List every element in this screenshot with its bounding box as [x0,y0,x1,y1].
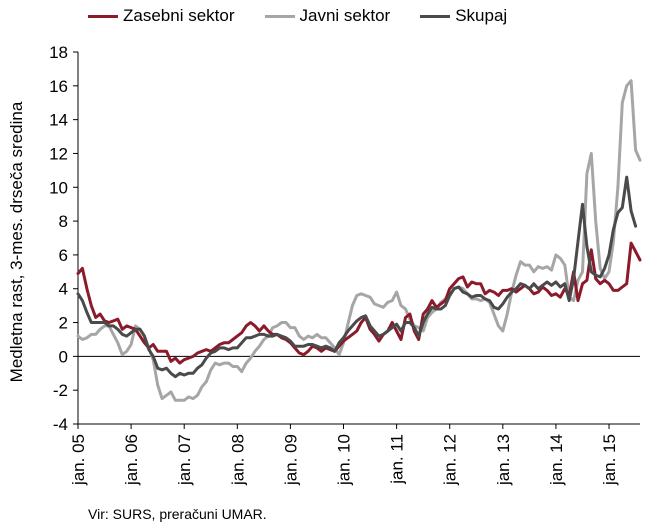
chart-axes [73,51,640,429]
y-axis-label: Medletna rast, 3-mes. drseča sredina [7,101,26,382]
legend-swatch [88,14,118,18]
x-tick-label: jan. 06 [122,434,141,486]
series-line-skupaj [76,175,638,379]
y-tick-label: 6 [59,246,68,265]
y-tick-label: 2 [59,314,68,333]
legend-label: Skupaj [455,6,508,25]
x-tick-label: jan. 08 [228,434,247,486]
x-tick-label: jan. 10 [335,434,354,486]
x-tick-label: jan. 14 [547,434,566,486]
y-tick-label: -4 [53,415,68,434]
legend-label: Javni sektor [299,6,391,25]
legend-item: Javni sektor [264,6,391,26]
y-tick-label: 18 [49,43,68,62]
y-tick-label: -2 [53,381,68,400]
series-line-zasebni-sektor [76,241,642,365]
series-line-javni-sektor [76,79,642,402]
legend-item: Skupaj [420,6,507,26]
y-tick-label: 4 [59,280,68,299]
x-tick-label: jan. 05 [69,434,88,486]
legend-item: Zasebni sektor [88,6,235,26]
source-note: Vir: SURS, preračuni UMAR. [88,506,267,522]
x-tick-label: jan. 15 [600,434,619,486]
chart-legend: Zasebni sektor Javni sektor Skupaj [88,6,507,26]
y-tick-label: 16 [49,77,68,96]
x-tick-label: jan. 13 [494,434,513,486]
legend-swatch [264,14,295,18]
x-tick-label: jan. 12 [441,434,460,486]
legend-swatch [420,14,451,18]
x-tick-label: jan. 09 [281,434,300,486]
y-tick-label: 8 [59,212,68,231]
y-tick-label: 10 [49,178,68,197]
y-tick-label: 0 [59,347,68,366]
y-tick-labels: -4 -2 0 2 4 6 8 10 12 14 16 18 [49,43,68,434]
legend-label: Zasebni sektor [123,6,235,25]
x-tick-label: jan. 07 [175,434,194,486]
x-tick-label: jan. 11 [388,434,407,485]
y-tick-label: 12 [49,144,68,163]
x-tick-labels: jan. 05 jan. 06 jan. 07 jan. 08 jan. 09 jan. … [69,434,619,486]
chart-series-group [76,79,642,402]
y-tick-label: 14 [49,111,68,130]
